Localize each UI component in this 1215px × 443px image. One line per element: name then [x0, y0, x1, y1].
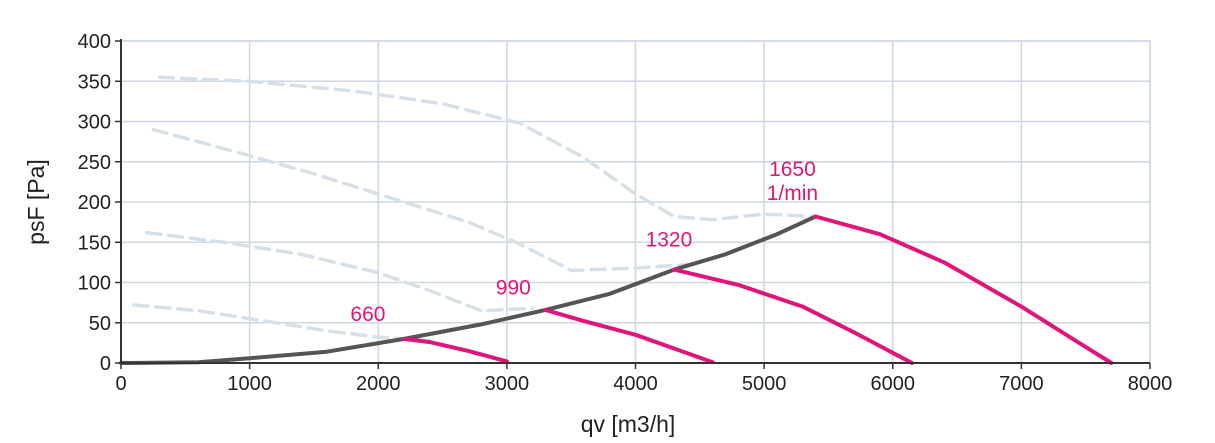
axis-layer: 0 1000 2000 3000 4000 5000 6000 7000 8000 0 50 100 1…	[78, 31, 1173, 395]
y-tick-label: 250	[78, 152, 111, 174]
x-tick-label: 6000	[871, 373, 916, 395]
x-tick-label: 3000	[485, 373, 530, 395]
y-tick-label: 100	[78, 273, 111, 295]
x-tick-label: 1000	[227, 373, 272, 395]
speed-curve-660	[402, 336, 509, 364]
y-tick-label: 300	[78, 112, 111, 134]
system-curve	[119, 214, 818, 365]
x-tick-label: 5000	[742, 373, 787, 395]
speed-label: 1650	[769, 158, 816, 181]
speed-label: 660	[350, 303, 385, 326]
y-tick-label: 200	[78, 192, 111, 214]
dashed-curve	[132, 303, 432, 343]
curve-layer	[119, 75, 1114, 365]
speed-curve-990	[543, 307, 715, 365]
speed-label: 1320	[646, 228, 693, 251]
dashed-curve	[144, 230, 535, 313]
x-tick-label: 7000	[999, 373, 1044, 395]
y-tick-label: 50	[89, 313, 111, 335]
y-axis-title: psF [Pa]	[23, 159, 49, 245]
x-tick-label: 8000	[1128, 373, 1173, 395]
x-axis-title: qv [m3/h]	[581, 411, 676, 437]
y-tick-label: 0	[100, 353, 111, 375]
y-tick-label: 400	[78, 31, 111, 53]
x-tick-label: 4000	[613, 373, 658, 395]
speed-unit-label: 1/min	[767, 182, 818, 205]
dashed-curve	[157, 75, 818, 222]
dashed-curve	[151, 127, 689, 273]
grid-layer	[120, 40, 1151, 364]
y-tick-label: 150	[78, 232, 111, 254]
x-tick-label: 2000	[356, 373, 401, 395]
speed-curve-1320	[672, 267, 914, 365]
speed-curve-1650	[813, 214, 1114, 365]
x-tick-label: 0	[115, 373, 126, 395]
speed-label: 990	[496, 277, 531, 300]
y-tick-label: 350	[78, 71, 111, 93]
